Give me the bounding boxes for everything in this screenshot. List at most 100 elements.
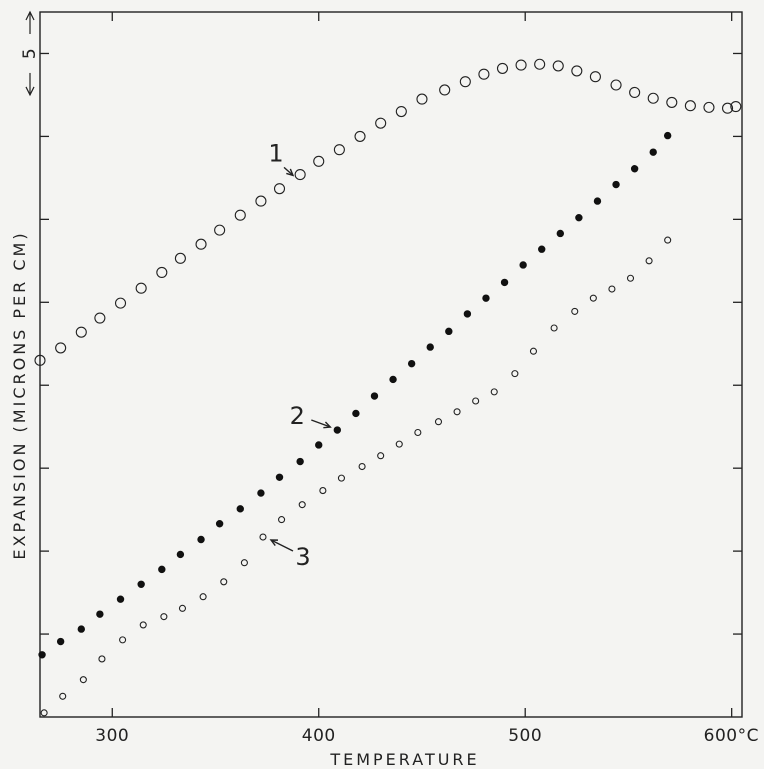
- series-2-point: [352, 409, 360, 418]
- series-2-point: [556, 229, 565, 238]
- series-1-callout: 1: [268, 139, 283, 167]
- scale-bar-label: 5: [20, 48, 40, 59]
- callout-arrowhead: [269, 539, 278, 546]
- series-2-point: [96, 610, 104, 618]
- series-1-point: [135, 282, 147, 294]
- series-2-point: [649, 148, 657, 156]
- series-3-point: [608, 285, 616, 293]
- x-tick-label: 500: [508, 726, 542, 746]
- series-3-point: [472, 397, 480, 405]
- series-3-point: [337, 474, 345, 482]
- x-axis-label: TEMPERATURE: [329, 750, 479, 769]
- series-1-point: [234, 209, 246, 221]
- series-1-point: [354, 130, 366, 142]
- series-1-point: [255, 195, 267, 207]
- series-1-point: [552, 60, 564, 72]
- series-2-point: [426, 343, 434, 351]
- series-2-point: [116, 595, 125, 603]
- series-1-point: [75, 326, 87, 338]
- series-3-point: [178, 604, 187, 612]
- series-2-point: [630, 165, 639, 173]
- series-3-point: [199, 593, 207, 601]
- series-2-point: [197, 535, 205, 544]
- series-3-point: [377, 452, 385, 460]
- series-2-point: [663, 131, 672, 140]
- series-1-point: [294, 169, 306, 181]
- series-1-point: [439, 84, 451, 96]
- series-2-point: [158, 565, 166, 574]
- callout-arrowhead: [286, 168, 295, 177]
- series-1-point: [589, 71, 601, 83]
- axis-ticks: [40, 12, 742, 717]
- callout-arrow: [270, 539, 294, 552]
- series-3-point: [119, 636, 127, 644]
- series-2-callout: 2: [290, 402, 305, 430]
- plot-frame: [39, 11, 743, 718]
- series-1-point: [666, 96, 678, 108]
- series-2-point: [176, 550, 185, 559]
- series-3-point: [40, 709, 48, 717]
- series-2-point: [215, 520, 224, 528]
- x-tick-label: 300: [95, 726, 129, 746]
- series-1-point: [721, 102, 734, 114]
- series-2-point: [77, 625, 85, 633]
- x-tick-label: 600°C: [704, 726, 759, 746]
- series-3-point: [278, 516, 286, 524]
- series-2-point: [407, 359, 416, 368]
- series-1-point: [375, 117, 387, 129]
- series-2-point: [137, 580, 145, 588]
- series-3-point: [358, 462, 366, 471]
- series-2-point: [445, 327, 453, 336]
- series-1-point: [313, 155, 325, 167]
- series-3-point: [626, 274, 635, 282]
- series-2-point: [538, 245, 546, 253]
- series-1-point: [156, 266, 168, 278]
- data-markers: [34, 58, 742, 717]
- series-1-point: [703, 101, 715, 113]
- callout-arrow: [311, 419, 331, 428]
- scale-bar-arrow-up: [25, 10, 35, 21]
- series-1-point: [94, 312, 106, 324]
- series-1-point: [333, 144, 345, 156]
- series-1-point: [55, 342, 67, 354]
- series-3-point: [220, 578, 228, 586]
- series-2-point: [257, 489, 265, 497]
- series-2-point: [593, 197, 602, 205]
- series-1-point: [114, 297, 127, 309]
- series-1-point: [571, 65, 583, 77]
- x-tick-labels: 300 400 500 600°C: [95, 726, 759, 746]
- series-1-point: [395, 105, 407, 118]
- series-3-point: [453, 408, 461, 416]
- series-3-point: [160, 613, 168, 621]
- series-2-point: [315, 441, 323, 449]
- scale-bar: 5: [20, 10, 40, 97]
- series-1-point: [195, 238, 207, 250]
- series-3-point: [414, 428, 422, 437]
- series-1-point: [730, 101, 742, 113]
- y-axis-label: EXPANSION (MICRONS PER CM): [10, 230, 29, 559]
- series-3-point: [550, 324, 558, 332]
- series-3-point: [434, 418, 443, 426]
- series-1-point: [647, 92, 659, 104]
- series-2-point: [38, 651, 46, 659]
- series-2-point: [519, 261, 527, 269]
- series-2-point: [56, 637, 65, 646]
- series-3-point: [664, 236, 672, 244]
- scale-bar-arrow-down: [25, 86, 35, 97]
- series-3-point: [298, 501, 306, 509]
- series-1-point: [459, 76, 471, 88]
- series-3-point: [59, 692, 67, 700]
- series-2-point: [333, 426, 342, 434]
- series-3-point: [511, 370, 519, 378]
- series-3-callout: 3: [295, 543, 310, 571]
- x-tick-label: 400: [302, 726, 336, 746]
- callout-arrow: [283, 166, 294, 176]
- series-2-point: [612, 180, 620, 189]
- series-2-point: [370, 392, 379, 400]
- series-3-point: [240, 559, 248, 567]
- series-3-point: [259, 533, 267, 541]
- series-1-point: [478, 68, 490, 80]
- series-1-point: [174, 252, 186, 264]
- series-1-point: [496, 62, 509, 74]
